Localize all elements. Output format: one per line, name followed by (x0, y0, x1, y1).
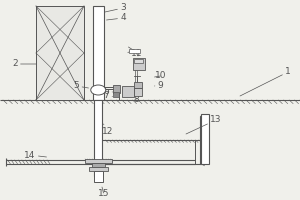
Text: 7: 7 (103, 92, 112, 100)
Text: 3: 3 (105, 3, 126, 12)
Text: 8: 8 (134, 95, 140, 104)
Bar (94, 171, 103, 182)
Text: 2: 2 (12, 60, 36, 68)
Text: 4: 4 (106, 14, 126, 22)
Bar (36, 6, 84, 100)
Text: 1: 1 (240, 68, 291, 96)
Bar (134, 82, 142, 88)
Text: 6: 6 (103, 86, 112, 96)
Text: 13: 13 (186, 116, 222, 134)
Bar (133, 58, 145, 70)
Bar (93, 6, 104, 100)
Bar (129, 49, 140, 53)
Bar (122, 86, 134, 97)
Text: 5: 5 (74, 82, 88, 90)
Text: 14: 14 (24, 150, 46, 160)
Bar (92, 163, 105, 167)
Circle shape (91, 85, 106, 95)
Text: 11: 11 (131, 48, 142, 58)
Bar (134, 88, 142, 96)
Bar (201, 114, 208, 164)
Bar (94, 100, 102, 176)
Text: 9: 9 (154, 80, 164, 90)
Text: 12: 12 (102, 124, 114, 136)
Text: 10: 10 (154, 72, 166, 80)
Bar (89, 167, 108, 171)
Bar (85, 159, 112, 163)
Bar (113, 92, 119, 97)
Bar (112, 85, 120, 93)
Bar (200, 116, 201, 164)
Text: 15: 15 (98, 187, 109, 198)
Bar (134, 59, 143, 63)
